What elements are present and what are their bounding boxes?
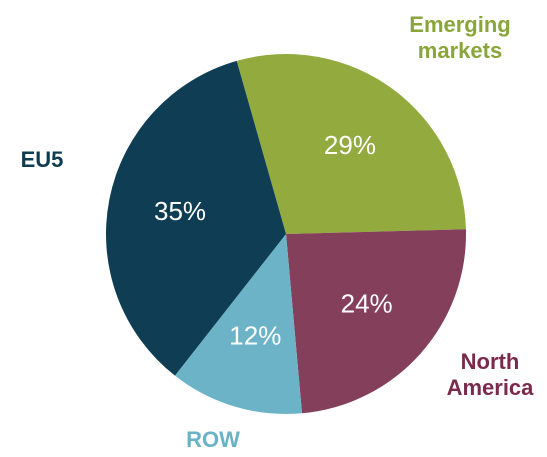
value-label: 29%	[324, 130, 376, 160]
category-label: North America	[446, 349, 534, 400]
pie-slice	[236, 54, 466, 234]
pie-slice	[286, 229, 466, 414]
value-label: 24%	[341, 289, 393, 319]
value-label: 12%	[229, 320, 281, 350]
category-label: EU5	[20, 147, 64, 172]
pie-slice	[106, 60, 286, 376]
category-label: Emerging markets	[409, 12, 511, 63]
value-label: 35%	[154, 196, 206, 226]
pie-slice	[174, 234, 303, 414]
category-label: ROW	[186, 427, 240, 452]
